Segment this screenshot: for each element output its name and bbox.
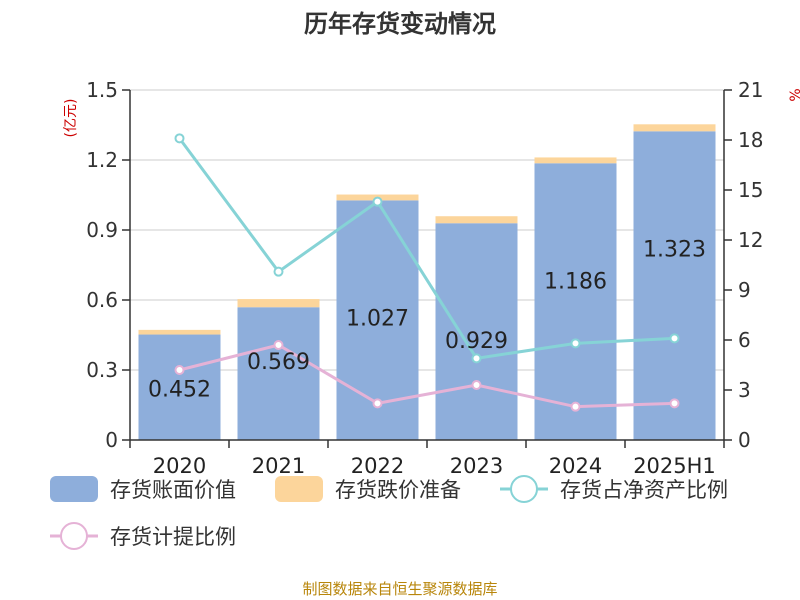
right-tick-label: 0 [738,428,751,452]
bar-value-label: 0.569 [247,350,310,375]
legend-impairment-label: 存货跌价准备 [335,478,461,502]
bar-book-value [138,334,221,440]
bar-value-label: 0.929 [445,329,508,354]
point-provision-ratio [174,365,185,375]
x-tick-label: 2023 [450,454,503,478]
bar-book-value [633,131,716,441]
source-note: 制图数据来自恒生聚源数据库 [302,580,497,598]
point-provision-ratio [372,398,383,409]
grid-lines [130,89,724,371]
point-net-asset-ratio [669,333,680,344]
line-net-asset-ratio [178,137,675,360]
x-tick-label: 2024 [549,454,602,478]
right-tick-label: 12 [738,228,763,252]
legend-provision-ratio-label: 存货计提比例 [110,525,236,549]
right-tick-label: 21 [738,78,763,102]
data-labels: 0.452 0.569 1.027 0.929 1.186 1.323 [148,237,706,402]
point-provision-ratio [570,401,581,412]
right-tick-label: 9 [738,278,751,302]
x-tick-label: 2020 [153,454,206,478]
left-tick-label: 0.9 [86,218,118,242]
bar-impairment [534,157,617,164]
bar-impairment [237,299,320,308]
bar-impairment [435,216,518,224]
bar-value-label: 0.452 [148,378,211,403]
point-provision-ratio [273,340,284,350]
x-tick-label: 2022 [351,454,404,478]
line-provision-ratio [179,343,675,409]
right-tick-label: 6 [738,328,751,352]
lines [174,133,680,412]
point-net-asset-ratio [174,133,185,144]
bar-value-label: 1.186 [544,269,607,294]
point-net-asset-ratio [273,266,284,277]
x-tick-label: 2021 [252,454,305,478]
point-net-asset-ratio [372,196,383,207]
left-tick-label: 0.3 [86,358,118,382]
legend-net-asset-ratio-label: 存货占净资产比例 [560,478,728,502]
point-provision-ratio [669,398,680,409]
bar-book-value [534,163,617,440]
right-tick-label: 15 [738,178,763,202]
right-tick-label: 18 [738,128,763,152]
legend-book-value-label: 存货账面价值 [110,478,236,502]
axes: 0 0.3 0.6 0.9 1.2 1.5 0 3 6 9 12 15 18 21 2020 2021 2022… [86,78,763,478]
bar-book-value [435,223,518,440]
bar-impairment [633,124,716,132]
point-provision-ratio [471,380,482,390]
right-axis-unit: % [788,88,800,101]
bar-value-label: 1.323 [643,237,706,262]
bar-book-value [237,307,320,440]
point-net-asset-ratio [570,338,581,349]
x-tick-label: 2025H1 [633,454,716,478]
legend-book-value-swatch [50,476,98,502]
left-tick-label: 1.5 [86,78,118,102]
bar-value-label: 1.027 [346,306,409,331]
right-tick-label: 3 [738,378,751,402]
bar-impairment [138,329,221,335]
left-tick-label: 0.6 [86,288,118,312]
left-tick-label: 1.2 [86,148,118,172]
point-net-asset-ratio [471,353,482,364]
chart-title: 历年存货变动情况 [304,10,496,38]
left-axis-unit: (亿元) [63,99,79,138]
legend-provision-ratio-swatch-marker [60,522,88,550]
legend-net-asset-ratio-swatch-marker [510,475,538,503]
left-tick-label: 0 [105,428,118,452]
legend-impairment-swatch [275,476,323,502]
